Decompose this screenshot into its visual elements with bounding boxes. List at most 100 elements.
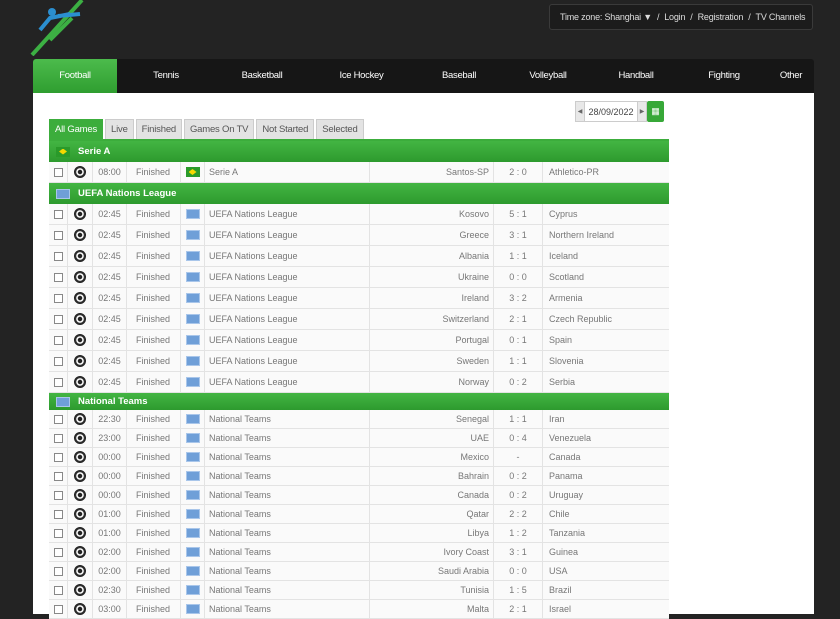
- world-flag-icon: [185, 335, 200, 345]
- league-header[interactable]: Serie A: [49, 141, 669, 162]
- select-checkbox[interactable]: [53, 509, 63, 519]
- select-checkbox[interactable]: [53, 230, 63, 240]
- match-row[interactable]: 02:45 Finished UEFA Nations League Irela…: [49, 288, 669, 309]
- football-icon: [74, 451, 86, 463]
- tab-selected[interactable]: Selected: [316, 119, 364, 139]
- home-team: Saudi Arabia: [370, 562, 494, 580]
- nav-volleyball[interactable]: Volleyball: [529, 70, 567, 81]
- select-checkbox[interactable]: [53, 528, 63, 538]
- match-row[interactable]: 08:00 Finished Serie A Santos-SP 2 : 0 A…: [49, 162, 669, 183]
- nav-baseball[interactable]: Baseball: [441, 70, 477, 81]
- match-status: Finished: [127, 225, 181, 245]
- nav-other[interactable]: Other: [779, 70, 803, 81]
- tab-games-on-tv[interactable]: Games On TV: [183, 119, 255, 139]
- match-row[interactable]: 02:45 Finished UEFA Nations League Greec…: [49, 225, 669, 246]
- select-checkbox[interactable]: [53, 167, 63, 177]
- home-team: Sweden: [370, 351, 494, 371]
- world-flag-icon: [185, 547, 200, 557]
- nav-basketball[interactable]: Basketball: [241, 70, 283, 81]
- match-row[interactable]: 02:45 Finished UEFA Nations League Norwa…: [49, 372, 669, 393]
- match-row[interactable]: 00:00 Finished National Teams Mexico - C…: [49, 448, 669, 467]
- match-row[interactable]: 02:45 Finished UEFA Nations League Ukrai…: [49, 267, 669, 288]
- match-row[interactable]: 02:45 Finished UEFA Nations League Kosov…: [49, 204, 669, 225]
- match-league: Serie A: [205, 162, 370, 182]
- match-time: 22:30: [93, 410, 127, 428]
- match-time: 02:45: [93, 288, 127, 308]
- match-time: 02:30: [93, 581, 127, 599]
- nav-ice-hockey[interactable]: Ice Hockey: [339, 70, 384, 81]
- select-checkbox[interactable]: [53, 414, 63, 424]
- match-row[interactable]: 01:00 Finished National Teams Qatar 2 : …: [49, 505, 669, 524]
- match-row[interactable]: 02:00 Finished National Teams Ivory Coas…: [49, 543, 669, 562]
- select-checkbox[interactable]: [53, 547, 63, 557]
- away-team: Brazil: [549, 585, 572, 595]
- match-score: -: [494, 448, 543, 466]
- match-league: UEFA Nations League: [205, 246, 370, 266]
- next-date-button[interactable]: ▶: [637, 101, 647, 122]
- match-row[interactable]: 01:00 Finished National Teams Libya 1 : …: [49, 524, 669, 543]
- home-team: Bahrain: [370, 467, 494, 485]
- match-row[interactable]: 00:00 Finished National Teams Canada 0 :…: [49, 486, 669, 505]
- match-row[interactable]: 23:00 Finished National Teams UAE 0 : 4 …: [49, 429, 669, 448]
- tv-channels-link[interactable]: TV Channels: [755, 12, 806, 22]
- match-league: National Teams: [205, 524, 370, 542]
- match-row[interactable]: 02:45 Finished UEFA Nations League Switz…: [49, 309, 669, 330]
- select-checkbox[interactable]: [53, 490, 63, 500]
- match-row[interactable]: 02:30 Finished National Teams Tunisia 1 …: [49, 581, 669, 600]
- nav-football[interactable]: Football: [33, 59, 117, 93]
- match-row[interactable]: 03:00 Finished National Teams Malta 2 : …: [49, 600, 669, 619]
- football-icon: [74, 489, 86, 501]
- select-checkbox[interactable]: [53, 293, 63, 303]
- football-icon: [74, 229, 86, 241]
- select-checkbox[interactable]: [53, 604, 63, 614]
- match-league: UEFA Nations League: [205, 288, 370, 308]
- match-status: Finished: [127, 246, 181, 266]
- calendar-icon[interactable]: ▦: [647, 101, 664, 122]
- away-team: Tanzania: [549, 528, 586, 538]
- tab-all-games[interactable]: All Games: [49, 119, 104, 139]
- match-row[interactable]: 00:00 Finished National Teams Bahrain 0 …: [49, 467, 669, 486]
- select-checkbox[interactable]: [53, 314, 63, 324]
- league-header[interactable]: National Teams: [49, 393, 669, 410]
- select-checkbox[interactable]: [53, 433, 63, 443]
- prev-date-button[interactable]: ◀: [575, 101, 585, 122]
- select-checkbox[interactable]: [53, 335, 63, 345]
- date-value[interactable]: 28/09/2022: [585, 101, 637, 122]
- match-status: Finished: [127, 600, 181, 618]
- select-checkbox[interactable]: [53, 566, 63, 576]
- match-row[interactable]: 22:30 Finished National Teams Senegal 1 …: [49, 410, 669, 429]
- select-checkbox[interactable]: [53, 209, 63, 219]
- site-logo[interactable]: [30, 0, 90, 56]
- league-header[interactable]: UEFA Nations League: [49, 183, 669, 204]
- nav-tennis[interactable]: Tennis: [153, 70, 179, 81]
- world-flag-icon: [185, 209, 200, 219]
- tab-not-started[interactable]: Not Started: [256, 119, 315, 139]
- away-team: Serbia: [549, 377, 576, 387]
- match-score: 0 : 0: [494, 562, 543, 580]
- registration-link[interactable]: Registration: [697, 12, 744, 22]
- match-league: National Teams: [205, 543, 370, 561]
- nav-fighting[interactable]: Fighting: [708, 70, 740, 81]
- select-checkbox[interactable]: [53, 471, 63, 481]
- tab-finished[interactable]: Finished: [135, 119, 182, 139]
- nav-handball[interactable]: Handball: [618, 70, 654, 81]
- select-checkbox[interactable]: [53, 272, 63, 282]
- match-row[interactable]: 02:45 Finished UEFA Nations League Swede…: [49, 351, 669, 372]
- match-time: 08:00: [93, 162, 127, 182]
- select-checkbox[interactable]: [53, 452, 63, 462]
- match-row[interactable]: 02:45 Finished UEFA Nations League Alban…: [49, 246, 669, 267]
- select-checkbox[interactable]: [53, 251, 63, 261]
- home-team: Ivory Coast: [370, 543, 494, 561]
- timezone-select[interactable]: Time zone: Shanghai ▼: [560, 12, 652, 22]
- match-time: 02:45: [93, 309, 127, 329]
- login-link[interactable]: Login: [664, 12, 686, 22]
- select-checkbox[interactable]: [53, 585, 63, 595]
- select-checkbox[interactable]: [53, 356, 63, 366]
- away-team: Venezuela: [549, 433, 592, 443]
- world-flag-icon: [185, 314, 200, 324]
- select-checkbox[interactable]: [53, 377, 63, 387]
- away-team: Czech Republic: [549, 314, 613, 324]
- match-row[interactable]: 02:00 Finished National Teams Saudi Arab…: [49, 562, 669, 581]
- tab-live[interactable]: Live: [105, 119, 134, 139]
- match-row[interactable]: 02:45 Finished UEFA Nations League Portu…: [49, 330, 669, 351]
